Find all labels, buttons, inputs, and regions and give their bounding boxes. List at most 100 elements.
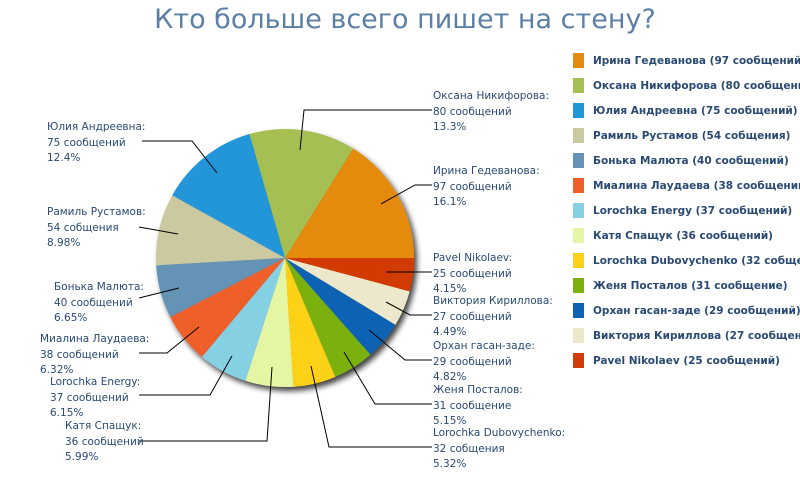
legend-item[interactable]: Виктория Кириллова (27 сообщений) [573,323,800,348]
pie-slice[interactable] [202,258,285,381]
label-percent: 4.82% [433,371,467,383]
leader-line [139,355,233,396]
chart-title: Кто больше всего пишет на стену? [154,4,656,35]
leader-line [343,351,432,405]
legend-label: Рамиль Рустамов (54 собщения) [593,129,791,142]
label-name: Ирина Гедеванова: [433,165,540,177]
label-percent: 8.98% [47,237,81,249]
label-name: Lorochka Dubovychenko: [433,427,566,439]
label-count: 97 сообщений [433,180,512,193]
label-count: 75 сообщений [47,136,126,149]
slice-label-oksana: Оксана Никифорова: 80 сообщений 13.3% [433,89,549,136]
leader-line [138,226,179,235]
legend-swatch [573,128,584,143]
label-name: Lorochka Energy: [50,376,141,388]
legend-item[interactable]: Женя Посталов (31 сообщение) [573,273,788,298]
pie-slice[interactable] [249,128,354,258]
legend-item[interactable]: Миалина Лаудаева (38 сообщений) [573,173,800,198]
legend-item[interactable]: Lorochka Energy (37 сообщений) [573,198,792,223]
label-count: 27 сообщений [433,310,512,323]
legend-label: Pavel Nikolaev (25 сообщений) [593,354,780,367]
leader-line [380,184,432,205]
pie-slice[interactable] [285,258,396,355]
legend-swatch [573,253,584,268]
label-name: Юлия Андреевна: [47,121,146,133]
legend-item[interactable]: Pavel Nikolaev (25 сообщений) [573,348,780,373]
label-name: Оксана Никифорова: [433,90,549,102]
label-name: Бонька Малюта: [54,281,144,293]
legend-item[interactable]: Юлия Андреевна (75 сообщений) [573,98,798,123]
label-name: Миалина Лаудаева: [40,333,150,345]
legend-swatch [573,178,584,193]
legend-item[interactable]: Рамиль Рустамов (54 собщения) [573,123,790,148]
slice-label-bonka: Бонька Малюта: 40 сообщений 6.65% [54,280,144,327]
label-count: 40 сообщений [54,296,133,309]
label-name: Женя Посталов: [433,384,523,396]
legend-swatch [573,328,584,343]
legend-label: Женя Посталов (31 сообщение) [593,279,788,292]
legend-label: Ирина Гедеванова (97 сообщений) [593,54,800,67]
slice-label-irina: Ирина Гедеванова: 97 сообщений 16.1% [433,164,540,211]
label-percent: 6.15% [50,407,84,419]
legend-label: Катя Спащук (36 сообщений) [593,229,773,242]
legend-label: Оксана Никифорова (80 сообщений) [593,79,800,92]
slice-label-pavel: Pavel Nikolaev: 25 сообщений 4.15% [433,251,512,298]
label-count: 37 сообщений [50,391,129,404]
leader-line [139,326,200,354]
slice-label-lorochka-energy: Lorochka Energy: 37 сообщений 6.15% [50,375,140,422]
label-name: Виктория Кириллова: [433,295,553,307]
leader-line [139,366,273,442]
label-count: 54 собщения [47,221,119,234]
slice-label-mialina: Миалина Лаудаева: 38 сообщений 6.32% [40,332,149,379]
legend-swatch [573,278,584,293]
legend-swatch [573,353,584,368]
legend-item[interactable]: Катя Спащук (36 сообщений) [573,223,773,248]
pie-slice[interactable] [285,258,371,377]
legend-item[interactable]: Бонька Малюта (40 сообщений) [573,148,789,173]
legend-swatch [573,203,584,218]
pie-slice[interactable] [155,195,285,266]
legend-item[interactable]: Lorochka Dubovychenko (32 собщения [573,248,800,273]
pie-slice[interactable] [285,148,414,258]
leader-line [368,329,432,361]
legend-swatch [573,303,584,318]
leader-lines [138,109,432,448]
label-name: Рамиль Рустамов: [47,206,146,218]
leader-line [299,109,432,151]
label-percent: 5.32% [433,458,467,470]
slice-label-zhenya: Женя Посталов: 31 сообщение 5.15% [433,383,523,430]
label-count: 80 сообщений [433,105,512,118]
pie-slice[interactable] [172,134,285,258]
label-count: 25 сообщений [433,267,512,280]
pie-slice[interactable] [285,258,336,387]
pie-slice[interactable] [285,258,410,325]
legend-item[interactable]: Ирина Гедеванова (97 сообщений) [573,48,800,73]
pie-slice[interactable] [245,258,294,387]
label-name: Орхан гасан-заде: [433,340,535,352]
legend-label: Юлия Андреевна (75 сообщений) [593,104,798,117]
legend-item[interactable]: Орхан гасан-заде (29 сообщений) [573,298,800,323]
leader-line [310,365,432,448]
slice-label-viktoria: Виктория Кириллова: 27 сообщений 4.49% [433,294,553,341]
legend-item[interactable]: Оксана Никифорова (80 сообщений) [573,73,800,98]
slice-label-orkhan: Орхан гасан-заде: 29 сообщений 4.82% [433,339,535,386]
pie-slice[interactable] [285,258,414,292]
legend-label: Миалина Лаудаева (38 сообщений) [593,179,800,192]
legend-label: Орхан гасан-заде (29 сообщений) [593,304,800,317]
pie-slice[interactable] [170,258,285,357]
label-percent: 6.32% [40,364,74,376]
legend-swatch [573,153,584,168]
label-percent: 12.4% [47,152,81,164]
legend-swatch [573,53,584,68]
legend-label: Бонька Малюта (40 сообщений) [593,154,789,167]
label-count: 38 сообщений [40,348,119,361]
legend-label: Виктория Кириллова (27 сообщений) [593,329,800,342]
pie-slice[interactable] [156,258,285,318]
slice-label-ramil: Рамиль Рустамов: 54 собщения 8.98% [47,205,146,252]
legend-label: Lorochka Dubovychenko (32 собщения [593,254,800,267]
slice-label-yulia: Юлия Андреевна: 75 сообщений 12.4% [47,120,145,167]
pie-slices [155,128,414,387]
leader-line [142,140,218,174]
label-percent: 4.49% [433,326,467,338]
